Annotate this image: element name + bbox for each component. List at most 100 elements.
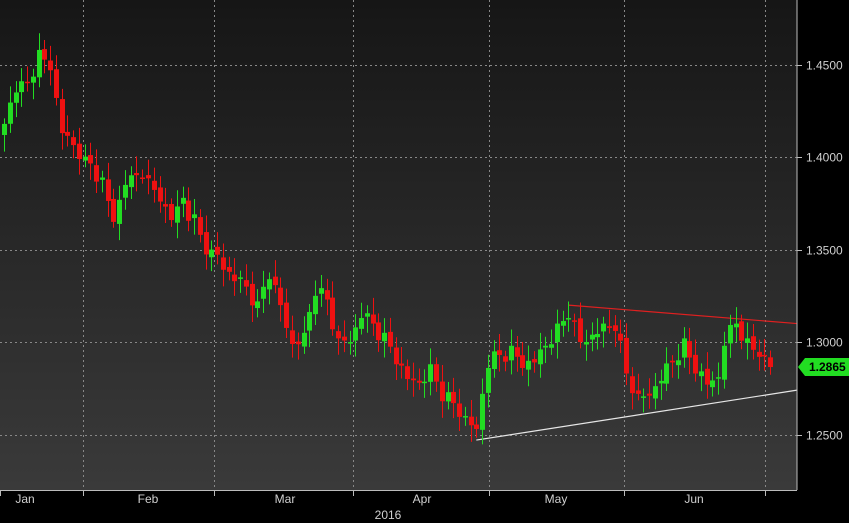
candle-body <box>566 318 571 320</box>
candle-body <box>647 393 652 396</box>
candle-body <box>636 390 641 394</box>
candle-body <box>428 364 433 382</box>
candle-body <box>682 338 687 358</box>
candle-body <box>480 393 485 430</box>
candle-body <box>492 351 497 370</box>
candle-body <box>273 276 278 286</box>
trendlines <box>476 304 798 441</box>
candle-body <box>446 392 451 402</box>
candle-body <box>405 366 410 380</box>
candle-body <box>394 347 399 365</box>
candle-body <box>762 354 767 357</box>
candle-body <box>411 378 416 381</box>
candle-body <box>134 173 139 176</box>
y-tick-label: 1.2500 <box>806 429 843 443</box>
candle-body <box>572 320 577 322</box>
candle-body <box>307 311 312 331</box>
candle-body <box>710 380 715 388</box>
y-tick-label: 1.3500 <box>806 244 843 258</box>
candle-body <box>601 323 606 332</box>
y-tick-label: 1.4500 <box>806 59 843 73</box>
x-tick-label: Feb <box>138 492 159 506</box>
candle-body <box>319 288 324 294</box>
candle-body <box>48 60 53 71</box>
candle-body <box>255 301 260 309</box>
candle-body <box>106 179 111 201</box>
candle-body <box>140 177 145 179</box>
candle-body <box>590 334 595 340</box>
candle-body <box>469 416 474 426</box>
candles <box>2 33 773 445</box>
candle-body <box>734 323 739 328</box>
candle-body <box>549 344 554 348</box>
x-tick-label: Jun <box>684 492 703 506</box>
candle-body <box>434 364 439 382</box>
candle-body <box>313 295 318 315</box>
candle-body <box>192 214 197 219</box>
candle-body <box>751 336 756 350</box>
candle-body <box>664 363 669 384</box>
last-price-marker: 1.2865 <box>798 358 849 377</box>
candle-body <box>376 322 381 341</box>
year-label: 2016 <box>375 508 402 522</box>
candle-body <box>77 143 82 160</box>
candle-body <box>284 302 289 328</box>
y-tick-label: 1.4000 <box>806 151 843 165</box>
candle-body <box>71 137 76 146</box>
candle-body <box>641 396 646 398</box>
candle-body <box>117 199 122 224</box>
candle-body <box>676 360 681 366</box>
candle-body <box>532 359 537 363</box>
candle-body <box>250 283 255 306</box>
candle-body <box>693 354 698 374</box>
candle-body <box>129 175 134 188</box>
candle-body <box>65 131 70 136</box>
candle-body <box>618 333 623 341</box>
x-axis-ticks: Jan Feb Mar Apr May Jun <box>0 490 766 506</box>
candle-body <box>728 324 733 344</box>
candle-body <box>244 280 249 287</box>
x-axis-background <box>0 490 849 523</box>
y-tick-label: 1.3000 <box>806 336 843 350</box>
candle-body <box>768 357 773 368</box>
candle-body <box>451 391 456 404</box>
candle-body <box>186 200 191 221</box>
candle-body <box>526 360 531 370</box>
candle-body <box>290 330 295 344</box>
last-price-badge <box>798 358 849 377</box>
x-tick-label: May <box>545 492 568 506</box>
candle-body <box>181 197 186 204</box>
candle-body <box>687 341 692 358</box>
candle-body <box>716 377 721 379</box>
candle-body <box>221 257 226 270</box>
candle-body <box>19 81 24 93</box>
candle-body <box>215 246 220 255</box>
candle-body <box>497 350 502 356</box>
x-tick-label: Jan <box>15 492 34 506</box>
candle-body <box>267 279 272 290</box>
candle-body <box>14 92 19 103</box>
candle-body <box>325 290 330 300</box>
candle-body <box>261 286 266 299</box>
candle-body <box>371 314 376 324</box>
candle-body <box>382 332 387 342</box>
candle-body <box>296 341 301 345</box>
candle-body <box>60 99 65 134</box>
candle-body <box>163 204 168 207</box>
candle-body <box>100 177 105 180</box>
candle-body <box>353 327 358 341</box>
candle-body <box>302 332 307 347</box>
candle-body <box>365 313 370 317</box>
candle-body <box>624 337 629 374</box>
candle-body <box>342 336 347 341</box>
candle-body <box>111 198 116 222</box>
candle-body <box>670 360 675 363</box>
candle-body <box>238 277 243 279</box>
candle-body <box>31 76 36 83</box>
y-axis-ticks: 1.4500 1.4000 1.3500 1.3000 1.2500 <box>797 59 843 443</box>
candle-body <box>336 331 341 339</box>
candle-body <box>653 386 658 399</box>
candle-body <box>417 380 422 383</box>
candle-body <box>440 381 445 402</box>
candle-body <box>83 156 88 161</box>
